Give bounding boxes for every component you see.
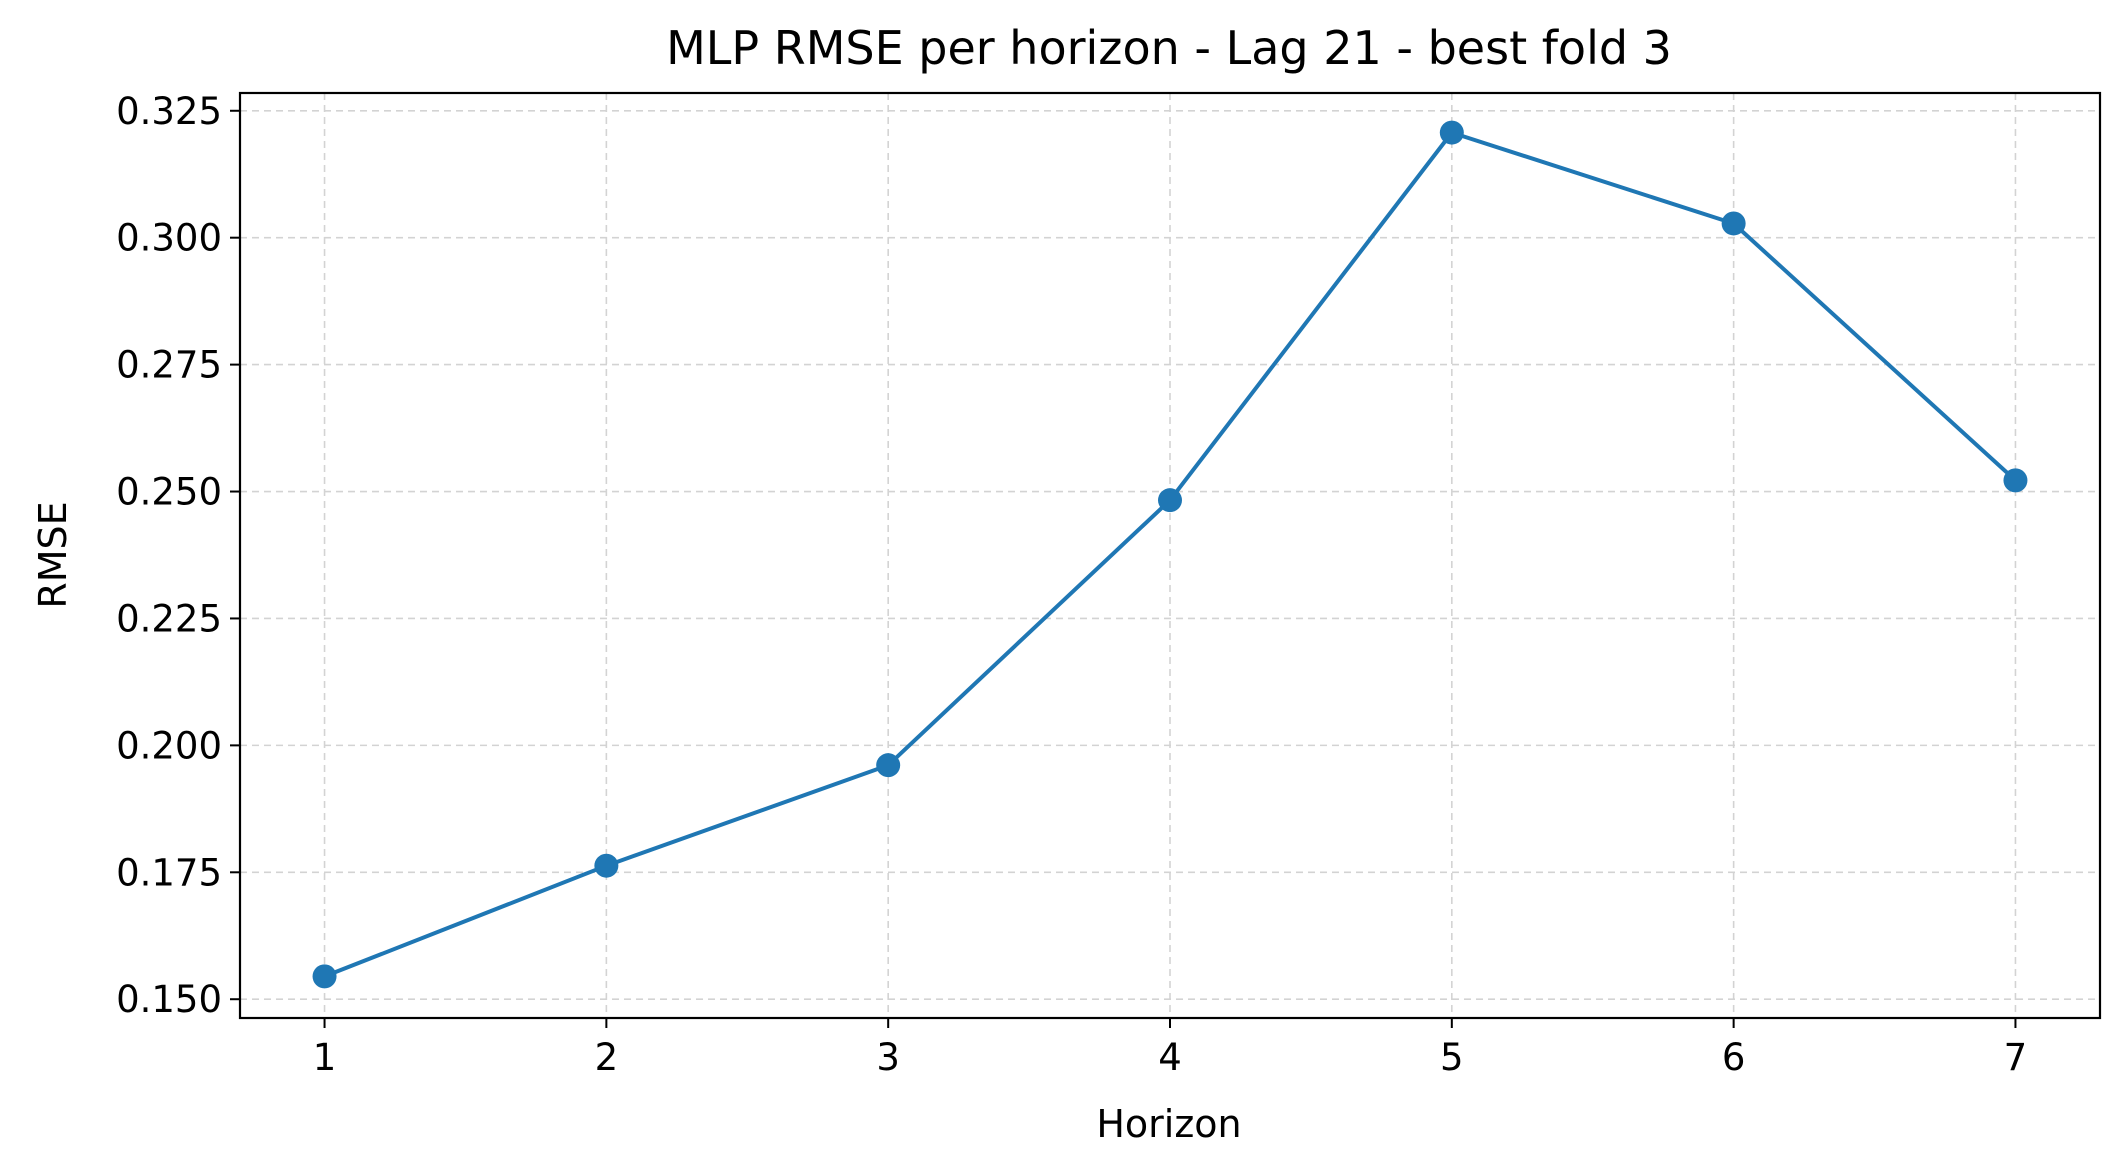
data-point [876,753,901,778]
data-point [1158,488,1182,513]
y-tick-label: 0.300 [116,217,222,260]
data-point [1439,120,1464,145]
y-tick-label: 0.275 [116,344,222,387]
y-tick-label: 0.200 [116,724,222,767]
data-point [1721,211,1746,236]
x-tick-label: 7 [2004,1036,2028,1079]
y-tick-label: 0.325 [116,90,222,133]
data-point [2003,468,2028,493]
x-axis-label: Horizon [1096,1102,1241,1146]
x-tick-label: 4 [1158,1036,1182,1079]
plot-area [238,91,2102,1020]
y-axis-label: RMSE [31,501,75,608]
chart-title: MLP RMSE per horizon - Lag 21 - best fol… [666,21,1672,75]
x-axis: 1 2 3 4 5 6 7 [313,1018,2027,1079]
y-tick-label: 0.250 [116,471,222,514]
data-point [312,964,337,989]
x-tick-label: 1 [313,1036,337,1079]
x-tick-label: 3 [876,1036,900,1079]
x-tick-label: 6 [1722,1036,1746,1079]
x-tick-label: 5 [1440,1036,1464,1079]
y-tick-label: 0.150 [116,978,222,1021]
y-tick-label: 0.175 [116,851,222,894]
y-tick-label: 0.225 [116,597,222,640]
x-gridlines [323,93,2017,1018]
x-tick-label: 2 [595,1036,619,1079]
data-point [594,853,619,878]
y-axis: 0.150 0.175 0.200 0.225 0.250 0.275 0.300 0.325 [116,90,240,1021]
series-layer [312,120,2028,989]
